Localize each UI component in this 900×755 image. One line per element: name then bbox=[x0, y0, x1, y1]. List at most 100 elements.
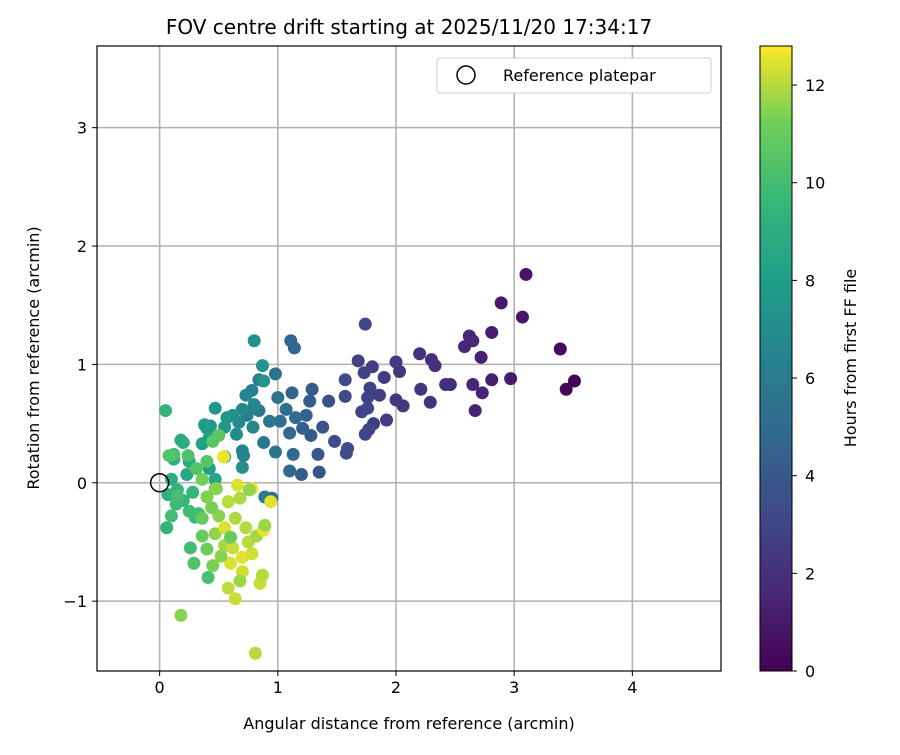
data-point bbox=[239, 388, 253, 402]
x-tick-label: 4 bbox=[627, 678, 637, 697]
colorbar-tick-label: 8 bbox=[805, 271, 815, 290]
colorbar bbox=[759, 45, 793, 672]
data-point bbox=[200, 542, 214, 556]
x-tick-label: 1 bbox=[273, 678, 283, 697]
data-point bbox=[218, 521, 232, 535]
grid bbox=[97, 46, 721, 671]
data-point bbox=[228, 592, 242, 606]
data-point bbox=[296, 421, 310, 435]
data-point bbox=[233, 574, 247, 588]
data-point bbox=[466, 334, 480, 348]
data-point bbox=[567, 374, 581, 388]
data-point bbox=[423, 395, 437, 409]
data-point bbox=[214, 549, 228, 563]
data-point bbox=[255, 568, 269, 582]
y-axis-label: Rotation from reference (arcmin) bbox=[24, 226, 43, 489]
data-point bbox=[311, 447, 325, 461]
data-point bbox=[322, 394, 336, 408]
data-point bbox=[216, 450, 230, 464]
data-point bbox=[338, 389, 352, 403]
data-point bbox=[221, 581, 235, 595]
data-point bbox=[357, 366, 371, 380]
data-point bbox=[183, 541, 197, 555]
data-point bbox=[235, 444, 249, 458]
data-point bbox=[245, 547, 259, 561]
data-point bbox=[273, 414, 287, 428]
data-point bbox=[180, 468, 194, 482]
colorbar-tick-label: 0 bbox=[805, 662, 815, 681]
data-point bbox=[208, 401, 222, 415]
data-point bbox=[515, 310, 529, 324]
data-point bbox=[519, 267, 533, 281]
data-point bbox=[271, 391, 285, 405]
data-point bbox=[413, 347, 427, 361]
data-point bbox=[181, 449, 195, 463]
data-point bbox=[439, 378, 453, 392]
colorbar-tick-label: 12 bbox=[805, 76, 825, 95]
data-point bbox=[389, 393, 403, 407]
chart-title: FOV centre drift starting at 2025/11/20 … bbox=[166, 15, 652, 39]
colorbar-tick-label: 2 bbox=[805, 564, 815, 583]
data-point bbox=[351, 354, 365, 368]
data-point bbox=[208, 527, 222, 541]
y-tick-label: 0 bbox=[77, 474, 87, 493]
data-point bbox=[160, 521, 174, 535]
x-axis-label: Angular distance from reference (arcmin) bbox=[243, 714, 574, 733]
data-point bbox=[338, 373, 352, 387]
data-point bbox=[380, 413, 394, 427]
data-point bbox=[189, 462, 203, 476]
data-point bbox=[361, 391, 375, 405]
data-point bbox=[305, 382, 319, 396]
data-point bbox=[229, 427, 243, 441]
data-point bbox=[268, 445, 282, 459]
data-point bbox=[195, 472, 209, 486]
data-point bbox=[504, 372, 518, 386]
data-point bbox=[206, 559, 220, 573]
data-point bbox=[283, 426, 297, 440]
data-point bbox=[341, 441, 355, 455]
data-point bbox=[224, 530, 238, 544]
data-point bbox=[209, 482, 223, 496]
data-point bbox=[224, 556, 238, 570]
data-point bbox=[201, 570, 215, 584]
data-point bbox=[257, 436, 271, 450]
data-point bbox=[235, 460, 249, 474]
data-point bbox=[362, 423, 376, 437]
data-point bbox=[187, 556, 201, 570]
data-point bbox=[198, 418, 212, 432]
legend-label: Reference platepar bbox=[503, 66, 656, 85]
data-point bbox=[494, 296, 508, 310]
data-point bbox=[468, 404, 482, 418]
data-point bbox=[235, 402, 249, 416]
data-point bbox=[485, 325, 499, 339]
data-point bbox=[195, 437, 209, 451]
data-point bbox=[231, 478, 245, 492]
data-point bbox=[286, 447, 300, 461]
data-point bbox=[257, 374, 271, 388]
data-point bbox=[424, 353, 438, 367]
data-point bbox=[389, 355, 403, 369]
data-point bbox=[200, 490, 214, 504]
y-tick-label: 3 bbox=[77, 119, 87, 138]
data-point bbox=[264, 495, 278, 509]
data-point bbox=[485, 373, 499, 387]
data-point bbox=[255, 359, 269, 373]
y-tick-label: −1 bbox=[63, 592, 87, 611]
data-point bbox=[358, 317, 372, 331]
colorbar-ticks: 0 2 4 6 8 10 12 bbox=[792, 76, 825, 681]
points bbox=[159, 267, 581, 660]
data-point bbox=[377, 370, 391, 384]
colorbar-tick-label: 4 bbox=[805, 467, 815, 486]
x-tick-label: 2 bbox=[391, 678, 401, 697]
colorbar-tick-label: 10 bbox=[805, 174, 825, 193]
data-point bbox=[316, 420, 330, 434]
x-ticks: 0 1 2 3 4 bbox=[155, 671, 637, 697]
data-point bbox=[299, 408, 313, 422]
data-point bbox=[226, 541, 240, 555]
legend-box bbox=[436, 57, 712, 94]
data-point bbox=[248, 646, 262, 660]
x-tick-label: 3 bbox=[509, 678, 519, 697]
data-point bbox=[246, 420, 260, 434]
y-ticks: −1 0 1 2 3 bbox=[63, 119, 97, 611]
